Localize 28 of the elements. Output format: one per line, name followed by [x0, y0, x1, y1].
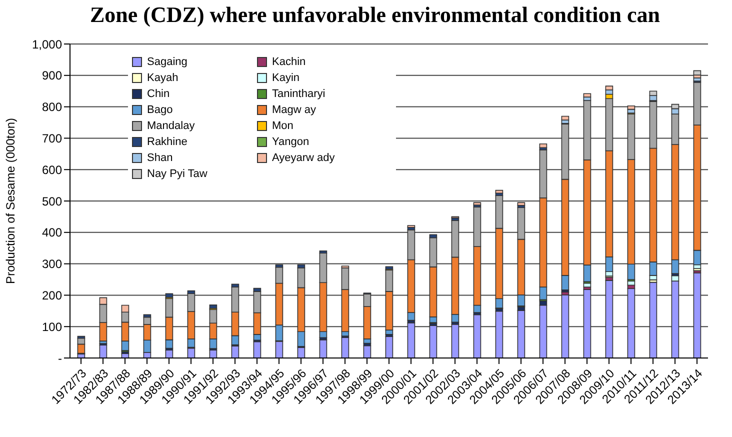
y-tick-label: 100: [42, 320, 62, 334]
y-tick-label: 1,000: [32, 37, 62, 52]
legend-label: Rakhine: [147, 136, 188, 148]
legend-label: Shan: [147, 152, 173, 164]
legend-label: Mon: [272, 120, 294, 132]
legend-label: Sagaing: [147, 56, 188, 68]
legend-label: Ayeyarw ady: [272, 152, 335, 164]
legend-label: Kayin: [272, 72, 300, 84]
legend-label: Mandalay: [147, 120, 195, 132]
y-axis-title: Production of Sesame (000ton): [3, 118, 18, 284]
y-tick-label: 600: [42, 162, 62, 177]
legend-label: Tanintharyi: [272, 88, 326, 100]
legend-label: Magw ay: [272, 104, 316, 116]
y-tick-label: 300: [42, 257, 62, 272]
y-tick-label: 200: [42, 288, 62, 302]
legend-label: Nay Pyi Taw: [147, 168, 208, 180]
y-tick-label: 800: [42, 100, 62, 114]
y-tick-label: -: [58, 351, 62, 366]
y-tick-label: 900: [42, 68, 62, 83]
legend-label: Kachin: [272, 56, 306, 68]
legend-label: Kayah: [147, 72, 178, 84]
y-tick-label: 700: [42, 131, 62, 146]
chart-title: Zone (CDZ) where unfavorable environmental condition can: [90, 2, 660, 28]
y-tick-label: 400: [42, 226, 62, 240]
legend-label: Yangon: [272, 136, 310, 148]
legend-label: Chin: [147, 88, 170, 100]
y-tick-label: 500: [42, 194, 62, 208]
legend-label: Bago: [147, 104, 173, 116]
